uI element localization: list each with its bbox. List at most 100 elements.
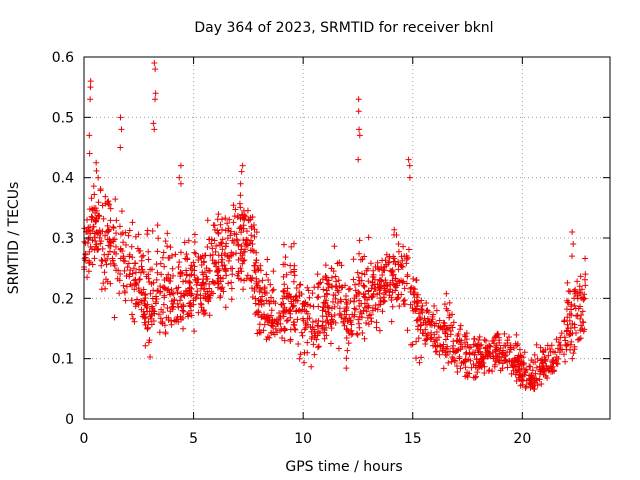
data-point	[520, 354, 527, 361]
data-point	[237, 180, 244, 187]
data-point	[119, 247, 126, 254]
data-point	[171, 296, 178, 303]
data-point	[222, 304, 229, 311]
data-point	[486, 367, 493, 374]
data-point	[146, 337, 153, 344]
data-point	[414, 300, 421, 307]
data-point	[111, 262, 118, 269]
data-point	[281, 304, 288, 311]
data-point	[311, 351, 318, 358]
data-point	[112, 243, 119, 250]
data-point	[263, 297, 270, 304]
data-point	[224, 220, 231, 227]
data-point	[443, 290, 450, 297]
data-point	[328, 325, 335, 332]
data-point	[451, 358, 458, 365]
data-point	[330, 298, 336, 305]
data-point	[348, 327, 355, 334]
data-point	[197, 285, 204, 292]
y-tick-label: 0.6	[52, 50, 74, 66]
data-point	[132, 303, 139, 310]
data-point	[100, 280, 107, 287]
data-point	[228, 252, 235, 259]
data-point	[238, 246, 245, 253]
data-point	[517, 382, 524, 389]
data-point	[87, 84, 94, 91]
data-point	[210, 279, 217, 286]
data-point	[314, 322, 321, 329]
data-point	[367, 260, 374, 267]
data-point	[280, 288, 287, 295]
data-point	[191, 238, 198, 245]
data-point	[462, 350, 469, 357]
data-point	[177, 270, 184, 277]
data-point	[262, 289, 269, 296]
data-point	[117, 114, 124, 121]
data-point	[481, 370, 488, 377]
data-point	[257, 297, 264, 304]
data-point	[274, 329, 281, 336]
data-point	[215, 275, 222, 282]
data-point	[93, 159, 100, 166]
data-point	[361, 253, 368, 260]
data-point	[568, 253, 575, 260]
data-point	[301, 359, 308, 366]
data-point	[572, 290, 579, 297]
data-point	[168, 321, 175, 328]
data-point	[529, 383, 536, 390]
data-point	[391, 226, 398, 233]
data-point	[382, 277, 389, 284]
data-point	[501, 330, 508, 337]
data-point	[84, 274, 91, 281]
data-point	[570, 350, 577, 357]
data-point	[248, 277, 255, 284]
data-point	[332, 319, 339, 326]
data-point	[566, 332, 573, 339]
data-point	[260, 327, 267, 334]
data-point	[191, 249, 198, 256]
data-point	[546, 345, 553, 352]
data-point	[86, 150, 93, 157]
data-point	[214, 272, 221, 279]
data-point	[445, 359, 452, 366]
data-point	[521, 349, 528, 356]
data-point	[219, 216, 226, 223]
data-point	[272, 325, 279, 332]
data-point	[446, 314, 453, 321]
data-point	[336, 305, 343, 312]
data-point	[429, 313, 436, 320]
data-point	[149, 295, 156, 302]
data-point	[404, 271, 411, 278]
data-point	[473, 343, 480, 350]
data-point	[383, 261, 390, 268]
data-point	[564, 321, 571, 328]
data-point	[356, 237, 363, 244]
data-point	[169, 265, 176, 272]
data-point	[565, 287, 572, 294]
data-point	[179, 307, 186, 314]
data-point	[100, 215, 107, 222]
data-point	[214, 227, 221, 234]
data-point	[191, 272, 198, 279]
data-point	[314, 271, 321, 278]
data-point	[262, 316, 269, 323]
data-point	[395, 266, 402, 273]
data-point	[217, 294, 224, 301]
data-point	[130, 315, 137, 322]
data-point	[335, 277, 342, 284]
data-point	[267, 281, 274, 288]
data-point	[88, 195, 95, 202]
data-point	[388, 296, 395, 303]
data-point	[457, 322, 464, 329]
data-point	[457, 326, 464, 333]
data-point	[365, 288, 372, 295]
data-point	[149, 227, 156, 234]
data-point	[546, 367, 553, 374]
data-point	[373, 319, 380, 326]
data-point	[96, 227, 103, 234]
data-point	[241, 248, 248, 255]
data-point	[237, 250, 244, 257]
data-point	[563, 342, 570, 349]
data-point	[531, 375, 538, 382]
data-point	[414, 316, 421, 323]
